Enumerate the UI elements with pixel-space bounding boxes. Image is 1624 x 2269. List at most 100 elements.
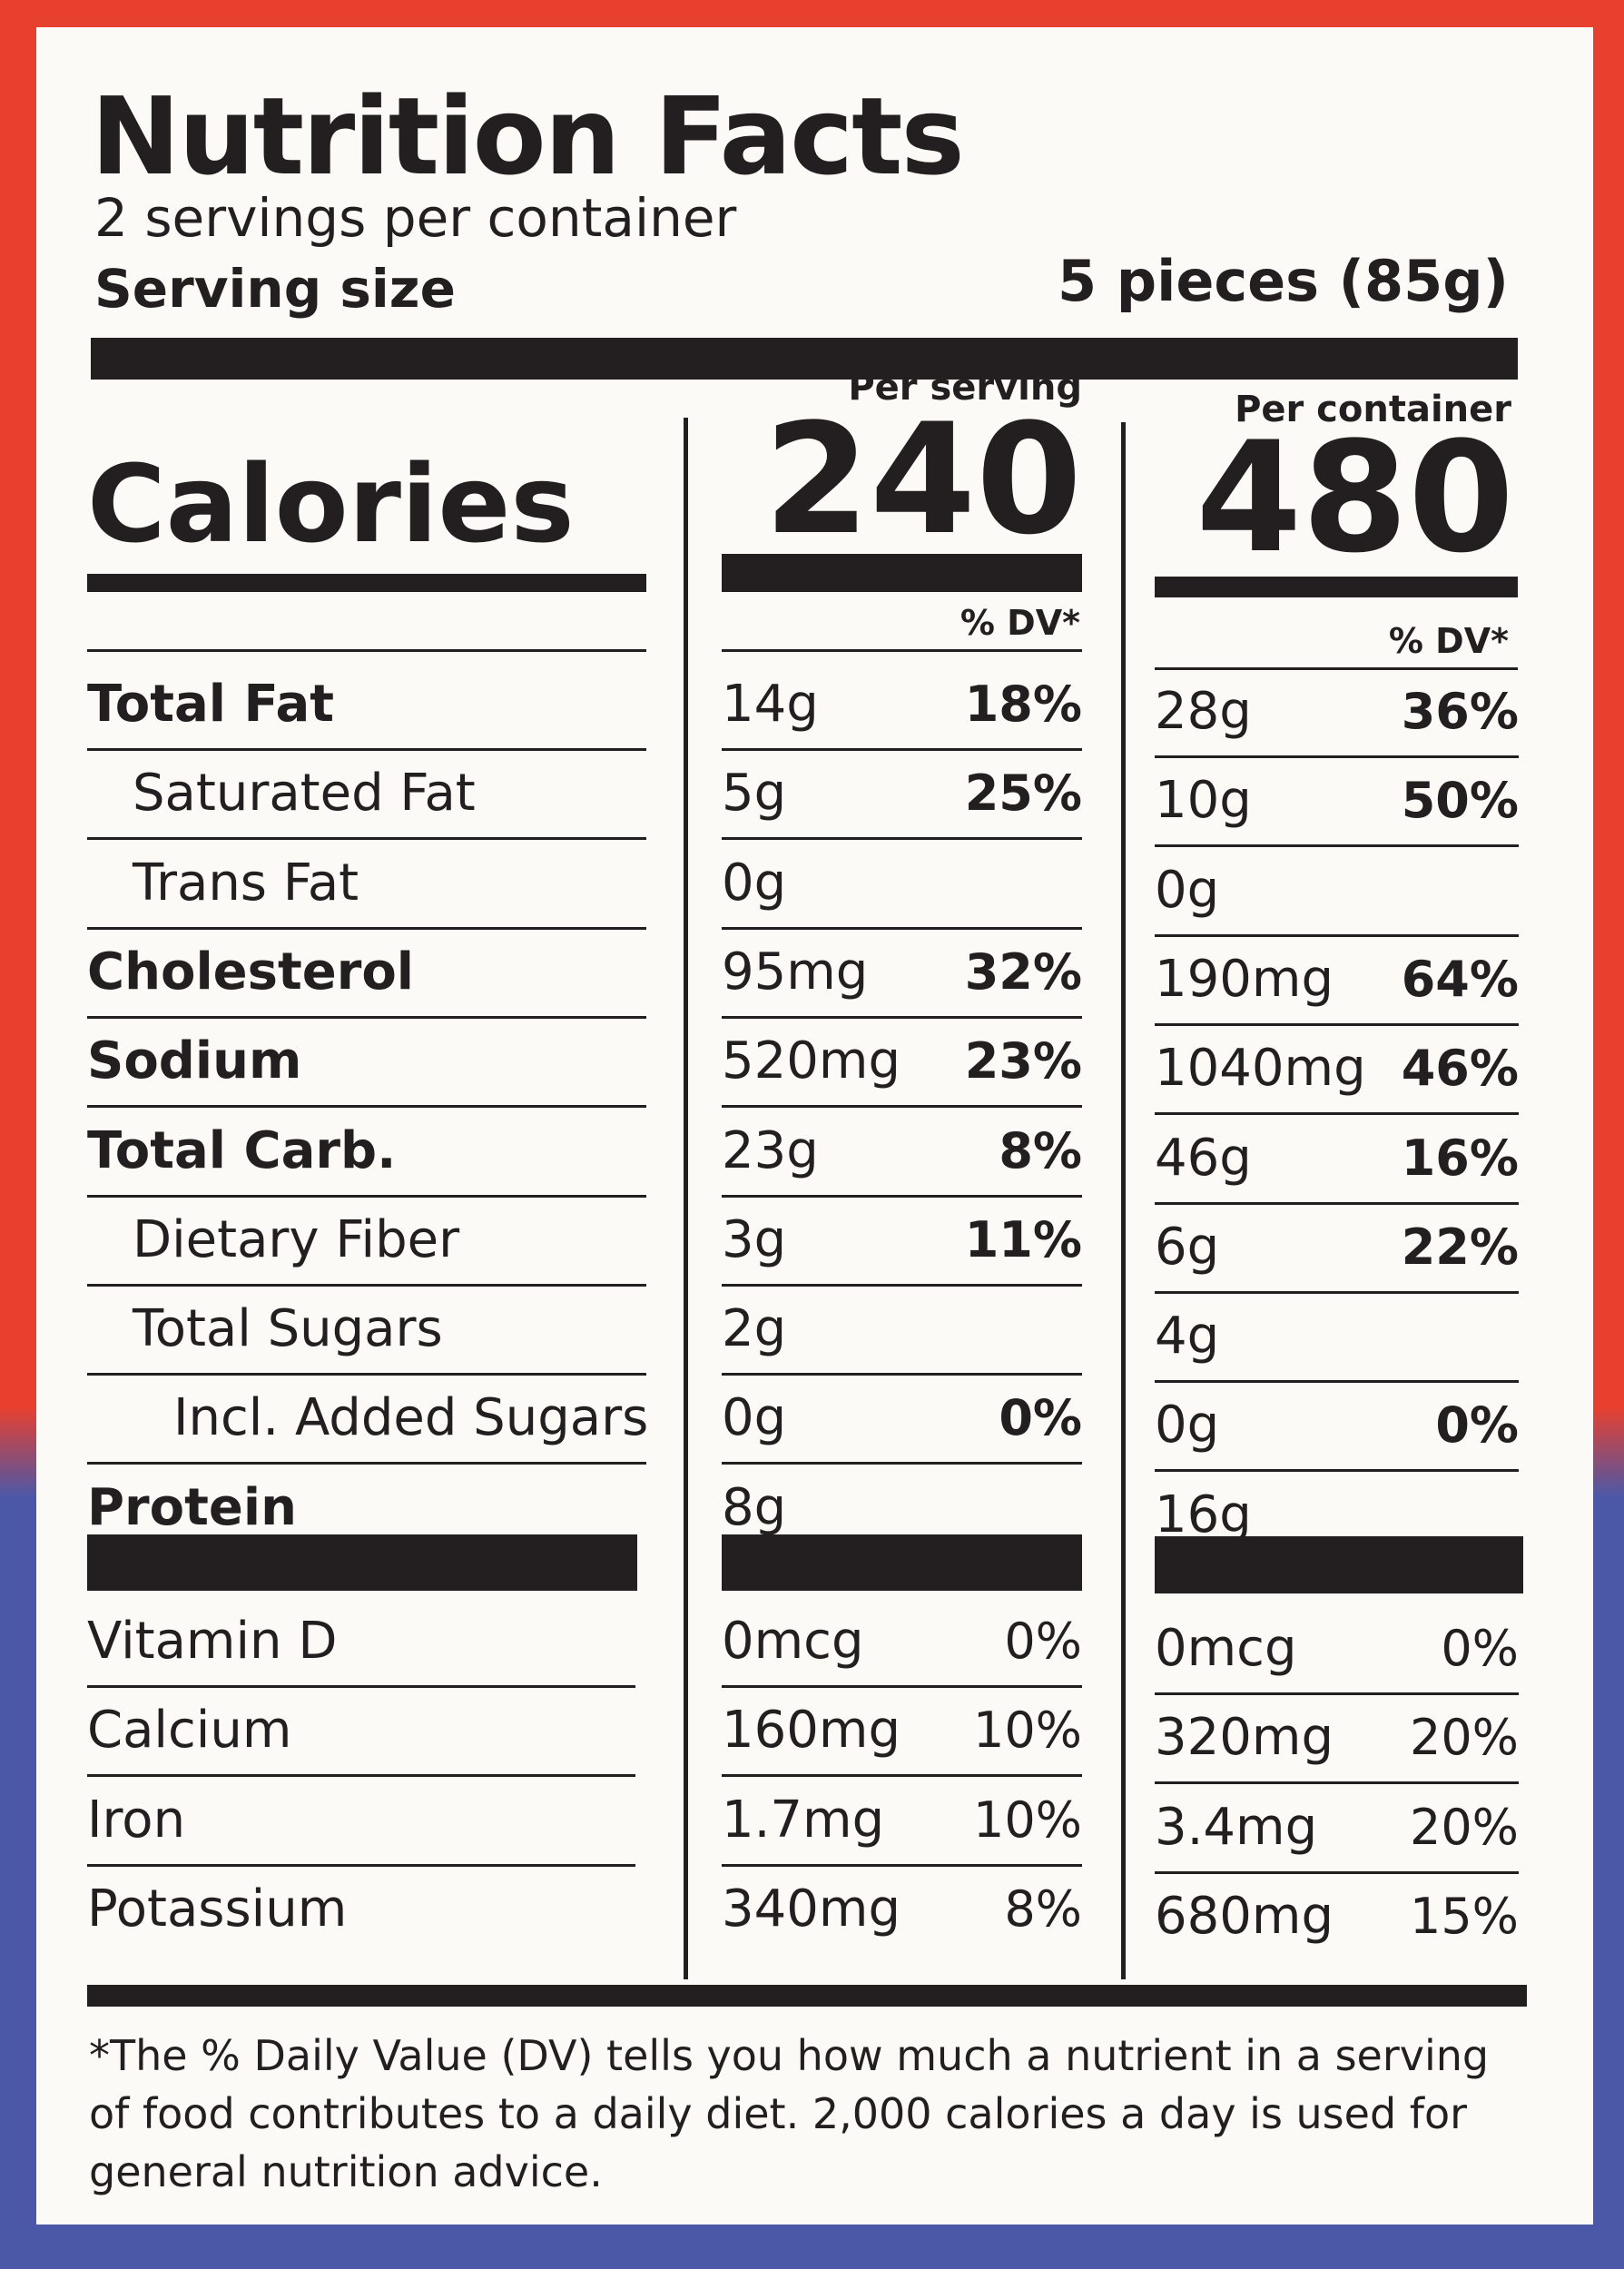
- row-rule: [722, 837, 1082, 841]
- row-rule: [722, 926, 1082, 930]
- row-rule: [87, 1863, 635, 1867]
- row-rule: [87, 1283, 646, 1287]
- serving-dv: 8%: [999, 1121, 1082, 1179]
- serving-amount: 340mg: [722, 1879, 901, 1939]
- nutrient-label: Iron: [87, 1790, 186, 1850]
- title: Nutrition Facts: [91, 74, 965, 199]
- container-amount: 0g: [1155, 860, 1220, 920]
- serving-amount: 0g: [722, 1388, 787, 1448]
- row-rule: [722, 1373, 1082, 1376]
- column-divider: [684, 418, 688, 1979]
- serving-size-label: Serving size: [94, 258, 456, 320]
- nutrient-label: Saturated Fat: [133, 764, 476, 824]
- row-rule: [1155, 1781, 1519, 1785]
- serving-dv: 8%: [1004, 1879, 1082, 1938]
- row-rule: [1155, 1112, 1519, 1116]
- row-rule: [87, 649, 646, 652]
- row-rule: [722, 649, 1082, 652]
- row-rule: [722, 1283, 1082, 1287]
- serving-dv: 11%: [964, 1210, 1082, 1268]
- container-dv: 20%: [1409, 1709, 1519, 1767]
- row-rule: [722, 1462, 1082, 1465]
- row-rule: [722, 1105, 1082, 1109]
- row-rule: [1155, 1290, 1519, 1294]
- dv-heading: % DV*: [960, 603, 1080, 643]
- nutrient-label: Total Fat: [87, 675, 335, 734]
- container-amount: 3.4mg: [1155, 1797, 1318, 1857]
- container-dv: 36%: [1401, 683, 1519, 740]
- serving-size: 5 pieces (85g): [1057, 248, 1509, 314]
- serving-dv: 10%: [972, 1702, 1082, 1760]
- container-dv: 20%: [1409, 1798, 1519, 1856]
- row-rule: [87, 1774, 635, 1778]
- bottom-rule: [87, 1985, 1527, 2007]
- serving-dv: 18%: [964, 676, 1082, 733]
- nutrient-label: Trans Fat: [133, 853, 359, 913]
- row-rule: [722, 1685, 1082, 1688]
- serving-dv: 32%: [964, 942, 1082, 1001]
- calories-label: Calories: [87, 441, 575, 567]
- nutrient-label: Vitamin D: [87, 1612, 338, 1671]
- serving-amount: 0g: [722, 853, 787, 913]
- row-rule: [1155, 1692, 1519, 1695]
- nutrient-label: Total Sugars: [133, 1299, 443, 1359]
- serving-amount: 160mg: [722, 1701, 901, 1761]
- row-rule: [87, 1373, 646, 1376]
- row-rule: [87, 1105, 646, 1109]
- footnote: *The % Daily Value (DV) tells you how mu…: [89, 2031, 1490, 2196]
- row-rule: [1155, 667, 1518, 670]
- row-rule: [87, 1685, 635, 1688]
- row-rule: [1155, 933, 1519, 937]
- per-serving-heading: Per serving: [848, 367, 1082, 409]
- container-amount: 28g: [1155, 682, 1252, 741]
- vitamin-bar: [722, 1534, 1082, 1591]
- serving-dv: 0%: [999, 1389, 1082, 1447]
- row-rule: [1155, 755, 1519, 758]
- serving-amount: 1.7mg: [722, 1790, 885, 1850]
- calories-container: 480: [1196, 409, 1514, 587]
- serving-amount: 95mg: [722, 942, 869, 1001]
- row-rule: [87, 926, 646, 930]
- calories-rule: [87, 574, 646, 592]
- column-divider: [1121, 422, 1126, 1979]
- serving-amount: 0mcg: [722, 1612, 864, 1671]
- container-dv: 22%: [1401, 1218, 1519, 1276]
- row-rule: [1155, 844, 1519, 848]
- nutrient-label: Calcium: [87, 1701, 292, 1761]
- row-rule: [722, 748, 1082, 751]
- container-amount: 16g: [1155, 1485, 1252, 1544]
- container-amount: 46g: [1155, 1128, 1252, 1188]
- thick-rule: [91, 338, 1518, 380]
- container-dv: 0%: [1435, 1396, 1519, 1455]
- serving-amount: 8g: [722, 1477, 787, 1537]
- nutrition-label: Nutrition Facts 2 servings per container S…: [36, 27, 1593, 2225]
- vitamin-bar: [1155, 1536, 1523, 1593]
- serving-dv: 25%: [964, 765, 1082, 823]
- row-rule: [87, 748, 646, 751]
- container-dv: 0%: [1441, 1620, 1519, 1677]
- container-dv: 46%: [1401, 1040, 1519, 1098]
- container-amount: 4g: [1155, 1307, 1220, 1366]
- container-dv: 64%: [1401, 950, 1519, 1008]
- row-rule: [87, 1462, 646, 1465]
- row-rule: [87, 837, 646, 841]
- nutrient-label: Total Carb.: [87, 1120, 397, 1180]
- container-dv: 15%: [1409, 1887, 1519, 1945]
- row-rule: [1155, 1022, 1519, 1026]
- container-dv: 50%: [1401, 772, 1519, 830]
- serving-amount: 5g: [722, 764, 787, 824]
- calories-rule: [722, 554, 1082, 592]
- container-amount: 320mg: [1155, 1708, 1334, 1768]
- row-rule: [1155, 1870, 1519, 1874]
- serving-amount: 14g: [722, 675, 819, 734]
- serving-dv: 10%: [972, 1791, 1082, 1849]
- dv-heading: % DV*: [1388, 621, 1509, 661]
- serving-amount: 23g: [722, 1120, 819, 1180]
- row-rule: [722, 1863, 1082, 1867]
- container-amount: 190mg: [1155, 949, 1334, 1009]
- nutrient-label: Incl. Added Sugars: [173, 1388, 649, 1448]
- nutrient-label: Sodium: [87, 1031, 302, 1091]
- serving-dv: 0%: [1004, 1613, 1082, 1670]
- container-amount: 680mg: [1155, 1886, 1334, 1946]
- vitamin-bar: [87, 1534, 637, 1591]
